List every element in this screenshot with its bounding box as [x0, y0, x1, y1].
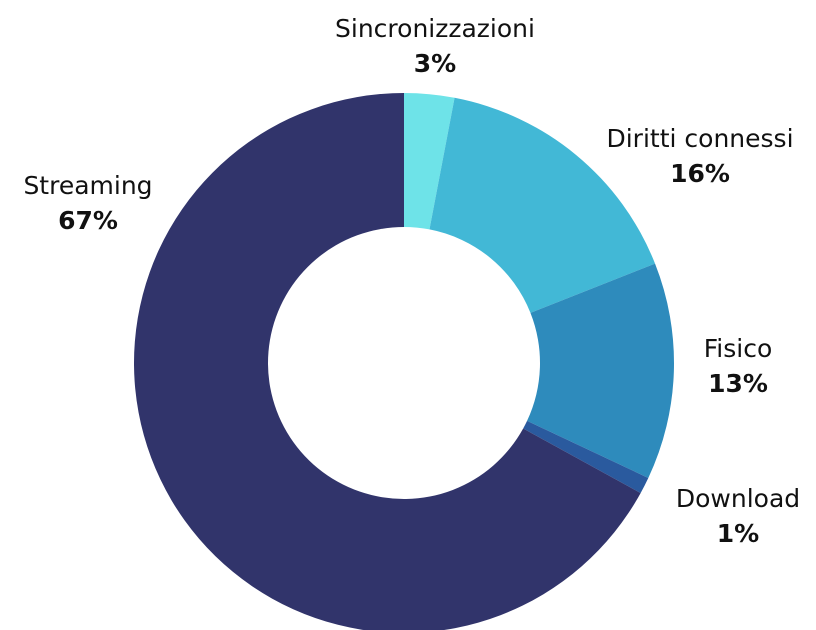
slice-value: 1% [717, 519, 759, 548]
slice-label: Streaming [23, 171, 152, 200]
slice-label: Diritti connessi [606, 124, 793, 153]
slice-value: 13% [708, 369, 768, 398]
donut-slice [404, 93, 455, 230]
donut-slice [429, 97, 656, 313]
slice-label: Sincronizzazioni [335, 14, 535, 43]
donut-slice [527, 263, 674, 478]
slice-value: 67% [58, 206, 118, 235]
donut-slice [523, 420, 649, 494]
donut-slice [134, 93, 641, 630]
slice-value: 3% [414, 49, 456, 78]
slice-value: 16% [670, 159, 730, 188]
slice-label: Fisico [704, 334, 773, 363]
slice-label: Download [676, 484, 800, 513]
